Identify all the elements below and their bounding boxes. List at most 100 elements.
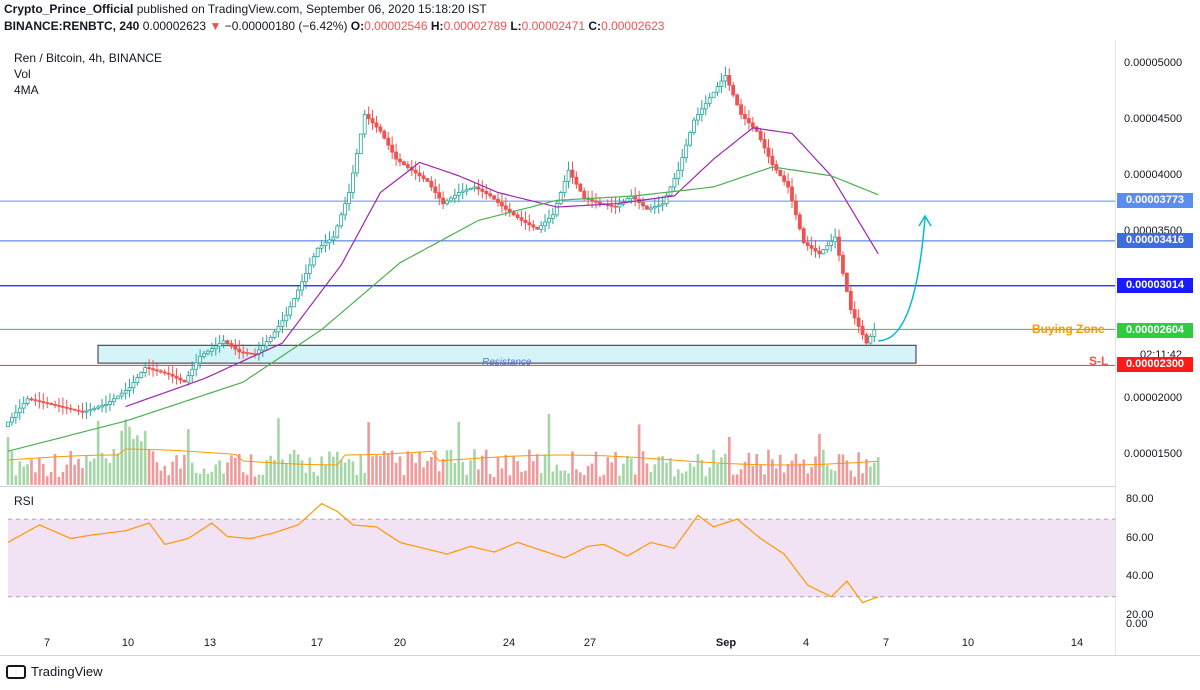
candle-body [394, 151, 398, 160]
tradingview-logo[interactable]: TradingView [6, 664, 103, 679]
candle-body [217, 343, 222, 347]
volume-bar [814, 456, 817, 485]
volume-bar [775, 468, 778, 485]
volume-bar [688, 462, 692, 485]
volume-bar [261, 474, 265, 485]
volume-bar [194, 473, 198, 485]
volume-bar [69, 451, 73, 485]
buying-zone-label: Buying Zone [1032, 322, 1105, 336]
candle-body [307, 264, 312, 274]
volume-ma-line [7, 448, 879, 466]
volume-bar [731, 474, 735, 485]
volume-bar [426, 460, 429, 485]
volume-bar [347, 459, 351, 485]
volume-bar [473, 449, 476, 485]
candle-body [284, 314, 289, 322]
volume-bar [665, 462, 668, 485]
candle-body [237, 348, 242, 353]
volume-bar [375, 455, 378, 485]
volume-bar [857, 452, 860, 485]
candle-body [437, 192, 442, 199]
legend-title: Ren / Bitcoin, 4h, BINANCE [14, 51, 163, 65]
volume-bar [30, 459, 33, 485]
volume-bar [614, 452, 617, 485]
volume-bar [206, 473, 210, 485]
volume-bar [312, 471, 316, 485]
candle-body [147, 367, 152, 370]
candle-body [719, 80, 724, 88]
volume-bar [339, 459, 343, 485]
rsi-axis-label: 80.00 [1126, 492, 1154, 505]
volume-bar [171, 461, 174, 485]
candle-body [676, 169, 681, 179]
volume-bar [622, 463, 625, 485]
candle-body [155, 369, 159, 372]
candle-body [139, 372, 144, 379]
rsi-pane [7, 502, 1115, 604]
volume-bar [782, 472, 786, 485]
date-label: 20 [393, 637, 407, 649]
candle-body [825, 245, 830, 251]
candle-body [421, 175, 426, 179]
price-axis-border [1115, 40, 1116, 655]
candle-body [598, 201, 602, 205]
candle-body [170, 373, 175, 377]
candle-body [790, 186, 794, 202]
candle-body [817, 250, 822, 255]
volume-bar [198, 473, 202, 485]
candle-body [311, 256, 316, 266]
volume-bar [626, 456, 629, 485]
volume-bar [433, 450, 437, 485]
volume-bar [45, 476, 49, 485]
candle-body [645, 205, 649, 210]
volume-bar [673, 476, 676, 485]
volume-bar [277, 418, 280, 485]
volume-bar [249, 454, 253, 485]
candle-body [374, 122, 379, 128]
volume-bar [680, 473, 684, 485]
volume-bar [406, 451, 410, 485]
volume-bar [453, 462, 457, 485]
volume-bar [61, 471, 65, 485]
projection-curve [878, 217, 926, 342]
volume-bar [281, 459, 284, 485]
time-axis-border [0, 655, 1200, 656]
candle-body [484, 191, 489, 195]
volume-bar [869, 466, 872, 485]
candle-body [750, 122, 755, 128]
volume-bar [512, 456, 515, 485]
candle-body [833, 236, 838, 242]
volume-bar [802, 459, 806, 485]
candle-body [323, 242, 328, 246]
volume-bar [167, 475, 171, 485]
candle-body [413, 169, 418, 174]
volume-bar [567, 473, 570, 485]
volume-bar [504, 454, 508, 485]
candle-body [319, 245, 324, 249]
candle-body [566, 169, 571, 182]
price-change: −0.00000180 (−6.42%) [224, 19, 348, 33]
candle-body [511, 211, 516, 216]
volume-bar [65, 464, 69, 485]
volume-bar [755, 454, 759, 485]
volume-bar [641, 451, 645, 485]
date-label: Sep [715, 637, 737, 649]
candle-body [260, 345, 265, 351]
candle-body [198, 356, 202, 364]
candle-body [92, 407, 97, 410]
volume-bar [253, 476, 257, 485]
candle-body [731, 84, 736, 96]
publisher-name[interactable]: Crypto_Prince_Official [4, 2, 134, 16]
candle-body [688, 132, 692, 146]
date-label: 27 [583, 637, 597, 649]
volume-bar [865, 459, 868, 485]
volume-bar [818, 433, 821, 485]
candle-body [398, 158, 402, 163]
volume-bar [771, 459, 774, 485]
volume-bar [335, 451, 339, 485]
volume-bar [465, 474, 468, 485]
volume-bar [653, 464, 657, 485]
candle-body [472, 186, 477, 189]
candles [6, 66, 877, 428]
